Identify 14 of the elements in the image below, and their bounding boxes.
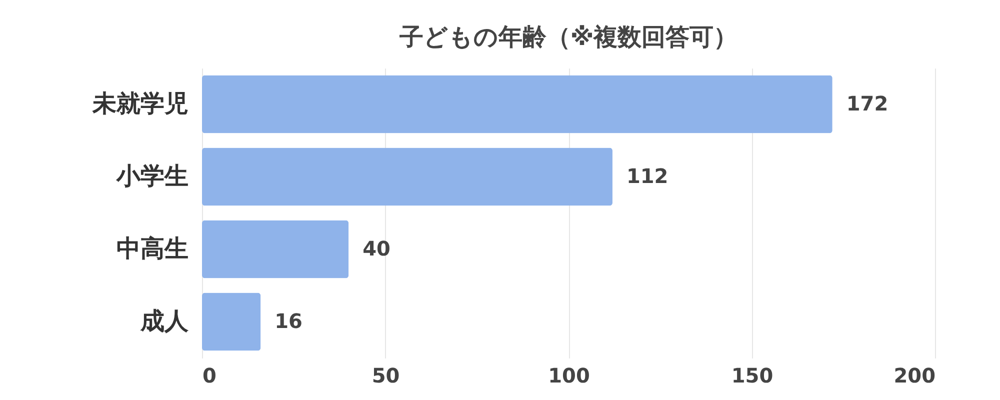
x-tick-label: 50: [372, 364, 400, 388]
x-tick-label: 0: [202, 364, 216, 388]
data-label: 40: [362, 236, 390, 260]
y-tick-label: 未就学児: [92, 89, 188, 118]
x-tick-label: 150: [731, 364, 774, 388]
x-tick-label: 100: [548, 364, 590, 388]
data-label: 172: [846, 91, 888, 116]
y-tick-label: 中高生: [116, 234, 188, 262]
y-tick-label: 成人: [140, 306, 190, 335]
data-label: 112: [626, 164, 668, 188]
x-tick-label: 200: [894, 364, 936, 388]
chart-title: 子どもの年齢（※複数回答可）: [398, 23, 738, 51]
y-tick-label: 小学生: [116, 162, 188, 190]
data-label: 16: [274, 308, 302, 333]
